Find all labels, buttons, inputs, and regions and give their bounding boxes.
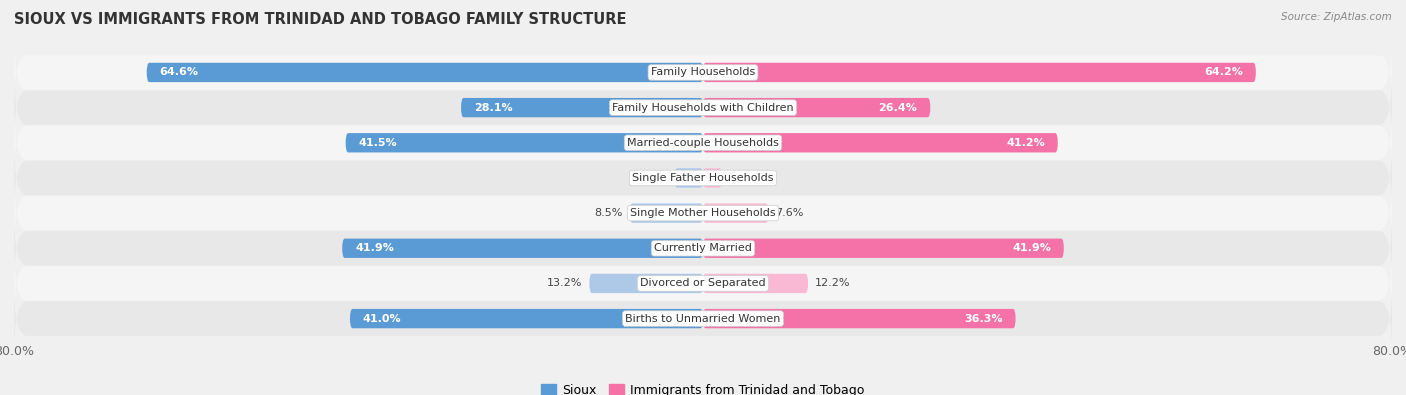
Text: Married-couple Households: Married-couple Households [627, 138, 779, 148]
Text: 64.6%: 64.6% [160, 68, 198, 77]
Text: 3.3%: 3.3% [640, 173, 668, 183]
FancyBboxPatch shape [14, 107, 1392, 178]
Text: Births to Unmarried Women: Births to Unmarried Women [626, 314, 780, 324]
FancyBboxPatch shape [461, 98, 703, 117]
FancyBboxPatch shape [342, 239, 703, 258]
FancyBboxPatch shape [703, 63, 1256, 82]
Text: Single Mother Households: Single Mother Households [630, 208, 776, 218]
Text: Family Households with Children: Family Households with Children [612, 103, 794, 113]
Text: Single Father Households: Single Father Households [633, 173, 773, 183]
FancyBboxPatch shape [703, 239, 1064, 258]
Text: SIOUX VS IMMIGRANTS FROM TRINIDAD AND TOBAGO FAMILY STRUCTURE: SIOUX VS IMMIGRANTS FROM TRINIDAD AND TO… [14, 12, 627, 27]
Text: 41.2%: 41.2% [1007, 138, 1045, 148]
Text: 7.6%: 7.6% [775, 208, 804, 218]
FancyBboxPatch shape [703, 309, 1015, 328]
FancyBboxPatch shape [14, 178, 1392, 248]
Text: Family Households: Family Households [651, 68, 755, 77]
Text: 26.4%: 26.4% [879, 103, 918, 113]
FancyBboxPatch shape [589, 274, 703, 293]
FancyBboxPatch shape [14, 37, 1392, 108]
Text: 41.0%: 41.0% [363, 314, 402, 324]
Legend: Sioux, Immigrants from Trinidad and Tobago: Sioux, Immigrants from Trinidad and Toba… [541, 384, 865, 395]
Text: 41.9%: 41.9% [1012, 243, 1050, 253]
FancyBboxPatch shape [350, 309, 703, 328]
FancyBboxPatch shape [146, 63, 703, 82]
FancyBboxPatch shape [675, 168, 703, 188]
Text: 12.2%: 12.2% [815, 278, 851, 288]
FancyBboxPatch shape [703, 203, 769, 223]
FancyBboxPatch shape [703, 133, 1057, 152]
Text: 2.2%: 2.2% [728, 173, 758, 183]
Text: 28.1%: 28.1% [474, 103, 513, 113]
FancyBboxPatch shape [703, 98, 931, 117]
Text: 13.2%: 13.2% [547, 278, 582, 288]
FancyBboxPatch shape [14, 248, 1392, 319]
Text: 41.5%: 41.5% [359, 138, 396, 148]
FancyBboxPatch shape [14, 72, 1392, 143]
FancyBboxPatch shape [703, 274, 808, 293]
FancyBboxPatch shape [14, 283, 1392, 354]
Text: Currently Married: Currently Married [654, 243, 752, 253]
FancyBboxPatch shape [346, 133, 703, 152]
Text: 36.3%: 36.3% [965, 314, 1002, 324]
FancyBboxPatch shape [630, 203, 703, 223]
Text: 41.9%: 41.9% [356, 243, 394, 253]
FancyBboxPatch shape [703, 168, 721, 188]
FancyBboxPatch shape [14, 143, 1392, 213]
Text: Source: ZipAtlas.com: Source: ZipAtlas.com [1281, 12, 1392, 22]
Text: Divorced or Separated: Divorced or Separated [640, 278, 766, 288]
Text: 8.5%: 8.5% [595, 208, 623, 218]
Text: 64.2%: 64.2% [1204, 68, 1243, 77]
FancyBboxPatch shape [14, 213, 1392, 284]
